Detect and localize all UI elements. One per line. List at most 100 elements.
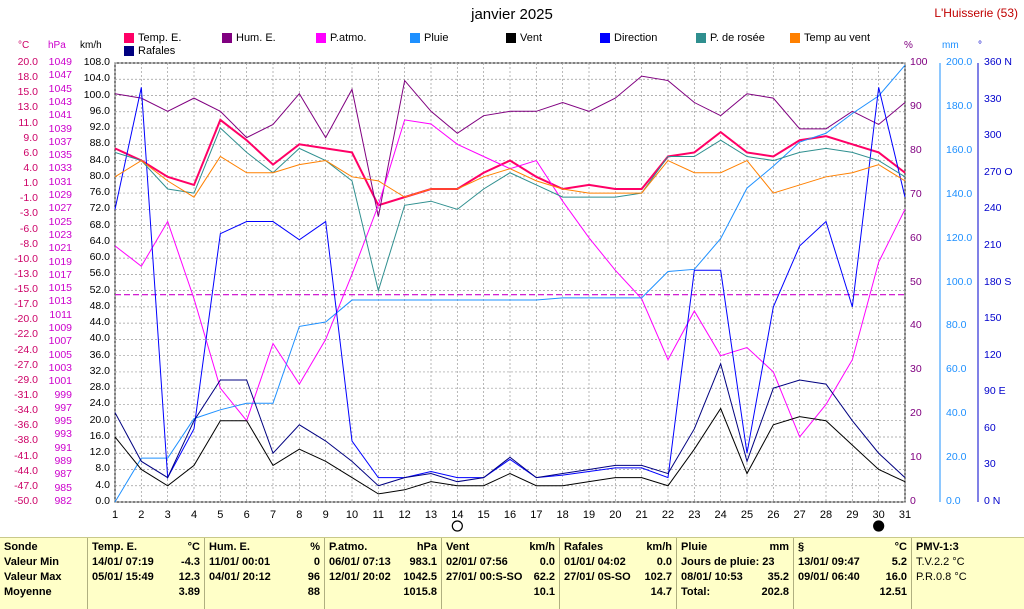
legend-item: Temp au vent <box>790 32 870 44</box>
hum-tick-label: 20 <box>910 407 922 420</box>
x-tick-label: 23 <box>688 509 701 521</box>
x-tick-label: 8 <box>296 509 303 521</box>
weather-chart <box>114 62 979 532</box>
rafales-header: Rafales <box>564 541 604 553</box>
summary-min-label: Valeur Min <box>4 556 60 568</box>
rafales-mean: 14.7 <box>650 586 672 598</box>
dir-tick-label: 330 <box>984 92 1002 105</box>
pressure-tick-label: 1047 <box>48 69 72 82</box>
vent-max-date: 27/01/ 00:S-SO <box>446 571 523 583</box>
legend-swatch <box>790 33 800 43</box>
wind-tick-label: 100.0 <box>83 88 110 101</box>
dir-tick-label: 120 <box>984 348 1002 361</box>
temp-tick-label: 18.0 <box>17 71 38 84</box>
wind-tick-label: 60.0 <box>89 251 110 264</box>
temp-tick-label: -47.0 <box>14 479 38 492</box>
pressure-tick-label: 1043 <box>48 95 72 108</box>
temp-tick-label: -41.0 <box>14 449 38 462</box>
wind-tick-label: 20.0 <box>89 413 110 426</box>
x-tick-label: 26 <box>767 509 780 521</box>
summary-rafales: Rafales km/h 01/01/ 04:02 0.0 27/01/ 0S-SO… <box>560 538 677 609</box>
pressure-unit: hPa <box>48 40 66 51</box>
series-vent <box>114 407 906 495</box>
pressure-tick-label: 1045 <box>48 82 72 95</box>
temp-tick-label: -3.0 <box>19 207 38 220</box>
x-tick-label: 7 <box>269 509 277 521</box>
wind-tick-label: 48.0 <box>89 299 110 312</box>
summary-temp: Temp. E. °C 14/01/ 07:19 -4.3 05/01/ 15:49… <box>88 538 205 609</box>
pressure-tick-label: 989 <box>54 455 72 468</box>
hum-tick-label: 70 <box>910 187 922 200</box>
dir-tick-label: 90 E <box>984 385 1006 398</box>
x-tick-label: 20 <box>609 509 622 521</box>
legend-swatch <box>222 33 232 43</box>
pressure-tick-label: 1015 <box>48 282 72 295</box>
rain-tick-label: 120.0 <box>946 231 973 244</box>
hum-tick-label: 100 <box>910 56 928 68</box>
hum-tick-label: 0 <box>910 495 916 507</box>
temp-unit-cell: °C <box>187 541 200 553</box>
temp-header: Temp. E. <box>92 541 138 553</box>
summary-title: Sonde <box>4 541 38 553</box>
chart-title: janvier 2025 <box>471 6 553 23</box>
rafales-max: 102.7 <box>644 571 672 583</box>
dir-tick-label: 150 <box>984 312 1002 325</box>
temp-tick-label: -44.0 <box>14 464 38 477</box>
x-tick-label: 1 <box>111 509 119 521</box>
x-tick-label: 18 <box>556 509 569 521</box>
pressure-tick-label: 991 <box>54 441 72 454</box>
rain-tick-label: 140.0 <box>946 187 973 200</box>
pluie-header: Pluie <box>681 541 708 553</box>
x-tick-label: 28 <box>819 509 833 521</box>
patmo-max-date: 12/01/ 20:02 <box>329 571 391 583</box>
dir-tick-label: 180 S <box>984 275 1012 288</box>
legend-item: Pluie <box>410 32 448 44</box>
sect-min-date: 13/01/ 09:47 <box>798 556 860 568</box>
pressure-tick-label: 993 <box>54 428 72 441</box>
pressure-tick-label: 1025 <box>48 215 72 228</box>
wind-unit: km/h <box>80 40 102 51</box>
patmo-unit-cell: hPa <box>416 541 437 553</box>
legend-swatch <box>696 33 706 43</box>
pmv-header: PMV-1:3 <box>916 541 959 553</box>
x-tick-label: 21 <box>635 509 648 521</box>
temp-max-date: 05/01/ 15:49 <box>92 571 154 583</box>
temp-tick-label: -10.0 <box>14 252 38 265</box>
vent-min: 0.0 <box>539 556 555 568</box>
temp-tick-label: -38.0 <box>14 434 38 447</box>
x-tick-label: 27 <box>793 509 806 521</box>
legend-label: P.atmo. <box>330 32 367 44</box>
sect-min: 5.2 <box>891 556 907 568</box>
patmo-min-date: 06/01/ 07:13 <box>329 556 391 568</box>
pressure-tick-label: 999 <box>54 388 72 401</box>
wind-tick-label: 80.0 <box>89 169 110 182</box>
x-tick-label: 22 <box>661 509 675 521</box>
x-tick-label: 2 <box>138 509 145 521</box>
summary-pmv: PMV-1:3 T.V.2.2 °C P.R.0.8 °C <box>912 538 1024 609</box>
legend-label: Temp. E. <box>138 32 182 44</box>
x-tick-label: 15 <box>477 509 490 521</box>
series-rafales <box>114 362 906 487</box>
x-tick-label: 31 <box>898 509 912 521</box>
wind-tick-label: 16.0 <box>89 429 110 442</box>
sect-header: § <box>798 541 805 553</box>
dir-tick-label: 60 <box>984 421 996 434</box>
temp-tick-label: 13.0 <box>17 101 38 114</box>
wind-tick-label: 68.0 <box>89 218 110 231</box>
legend-swatch <box>124 33 134 43</box>
hum-tick-label: 80 <box>910 143 922 156</box>
patmo-header: P.atmo. <box>329 541 368 553</box>
temp-tick-label: 9.0 <box>23 131 38 144</box>
legend-swatch <box>506 33 516 43</box>
pluie-max: 35.2 <box>767 571 789 583</box>
summary-table: Sonde Valeur Min Valeur Max Moyenne Temp… <box>0 537 1024 609</box>
wind-tick-label: 96.0 <box>89 104 110 117</box>
temp-tick-label: -13.0 <box>14 267 38 280</box>
vent-header: Vent <box>446 541 470 553</box>
hum-tick-label: 60 <box>910 231 922 244</box>
wind-tick-label: 72.0 <box>89 202 110 215</box>
vent-min-date: 02/01/ 07:56 <box>446 556 508 568</box>
temp-tick-label: 20.0 <box>17 56 38 68</box>
legend-label: Pluie <box>424 32 449 44</box>
pressure-tick-label: 985 <box>54 481 72 494</box>
